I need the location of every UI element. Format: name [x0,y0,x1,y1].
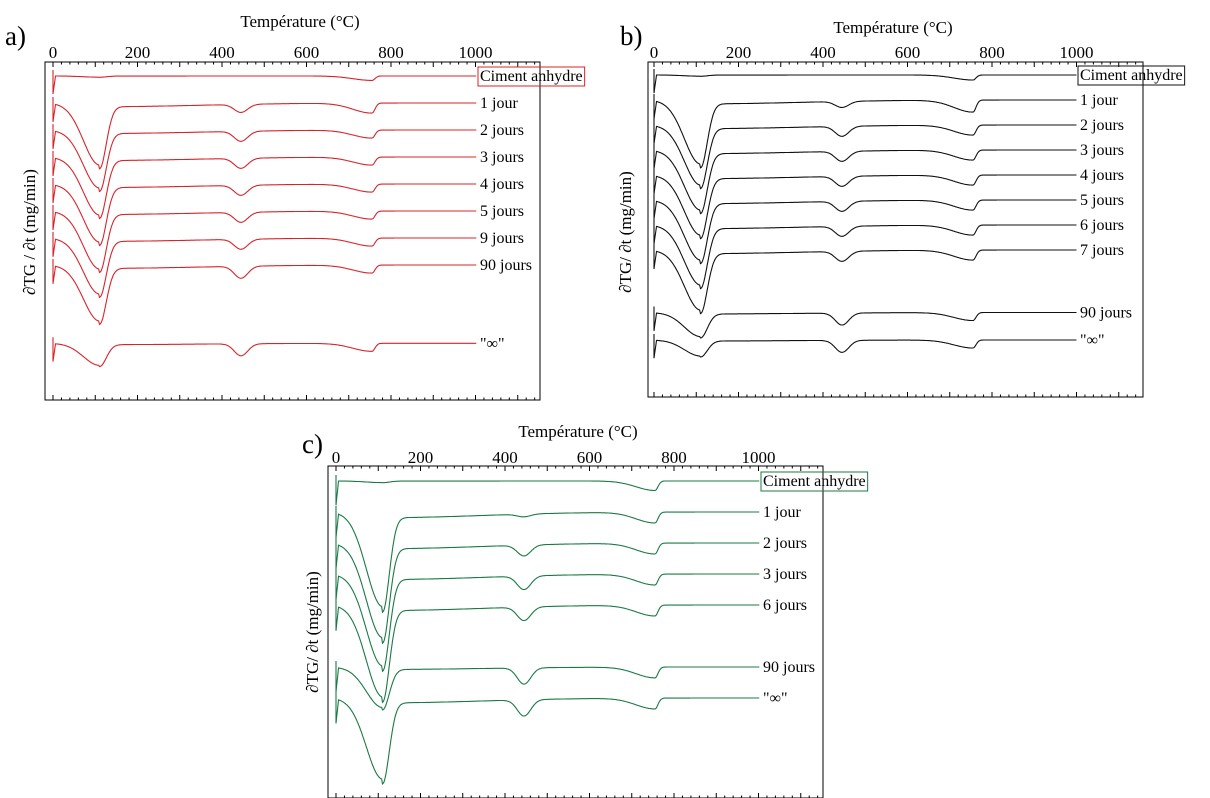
x-tick-label: 0 [650,43,659,62]
panel-label: b) [620,21,643,51]
series-line [335,537,760,645]
series-label: 3 jours [763,566,807,583]
series-line [653,69,1077,94]
x-tick-label: 400 [492,448,518,467]
series-label: 9 jours [480,230,524,247]
series-line [653,334,1077,359]
series-line [52,259,477,326]
series-label: 4 jours [480,176,524,193]
series-line [335,506,760,614]
x-tick-label: 1000 [1060,43,1094,62]
series-label: Ciment anhydre [763,473,866,490]
series-label-box [1077,65,1186,86]
series-line [52,151,477,220]
series-line [52,205,477,274]
x-tick-label: 800 [378,43,404,62]
series-line [52,70,477,95]
series-label: 5 jours [1080,192,1124,209]
x-tick-label: 600 [577,448,603,467]
series-line [653,244,1077,315]
series-label: 90 jours [480,257,532,274]
series-label: 1 jour [480,95,518,112]
y-axis-title: ∂TG / ∂t (mg/min) [20,169,39,295]
series-label: 5 jours [480,203,524,220]
series-line [653,144,1077,215]
series-label: 6 jours [763,597,807,614]
y-axis-title: ∂TG/ ∂t (mg/min) [303,571,322,693]
panel-label: a) [5,21,26,51]
x-tick-label: 400 [209,43,235,62]
x-tick-label: 200 [125,43,151,62]
x-tick-label: 600 [895,43,921,62]
series-label: 7 jours [1080,242,1124,259]
series-label: 90 jours [763,659,815,676]
series-label-box [760,471,869,492]
panel-label: c) [302,429,323,459]
series-label: 2 jours [1080,117,1124,134]
series-label: 6 jours [1080,217,1124,234]
series-label: 2 jours [763,535,807,552]
x-tick-label: 0 [332,448,341,467]
series-line [653,306,1077,339]
series-line [653,94,1077,169]
series-label: "∞" [763,690,787,707]
series-label: 2 jours [480,122,524,139]
x-tick-label: 400 [810,43,836,62]
series-line [52,124,477,193]
x-tick-label: 200 [726,43,752,62]
plot-frame [647,61,1144,398]
series-line [52,178,477,247]
chart-panel-a: a) Température (°C) ∂TG / ∂t (mg/min) 0 200 4… [5,12,586,401]
y-axis-title: ∂TG/ ∂t (mg/min) [616,171,635,293]
series-line [335,599,760,704]
plot-frame [327,465,824,798]
series-label: 3 jours [1080,142,1124,159]
x-axis-title: Température (°C) [833,18,952,37]
series-label: 1 jour [1080,92,1118,109]
series-line [335,568,760,673]
series-line [335,692,760,785]
x-tick-label: 1000 [742,448,776,467]
plot-frame [44,61,541,401]
x-tick-label: 0 [49,43,58,62]
chart-panel-b: b) Température (°C) ∂TG/ ∂t (mg/min) 0 200 40… [616,18,1186,398]
series-line [653,219,1077,290]
series-line [335,661,760,711]
series-line [52,232,477,299]
x-axis-title: Température (°C) [240,12,359,31]
x-tick-label: 1000 [459,43,493,62]
series-label: 3 jours [480,149,524,166]
chart-panel-c: c) Température (°C) ∂TG/ ∂t (mg/min) 0 200 40… [302,422,869,798]
series-label: 1 jour [763,504,801,521]
series-line [52,97,477,170]
series-line [653,119,1077,190]
x-tick-label: 800 [979,43,1005,62]
series-label: "∞" [1080,332,1104,349]
series-line [653,194,1077,265]
x-axis-title: Température (°C) [518,422,637,441]
x-tick-label: 200 [408,448,434,467]
x-tick-label: 600 [294,43,320,62]
x-tick-label: 800 [661,448,687,467]
series-line [335,475,760,506]
series-label: 4 jours [1080,167,1124,184]
series-line [653,169,1077,240]
series-label: 90 jours [1080,305,1132,322]
series-label: "∞" [480,335,504,352]
series-label: Ciment anhydre [480,68,583,85]
series-label-box [477,66,586,87]
series-line [52,337,477,368]
series-label: Ciment anhydre [1080,67,1183,84]
